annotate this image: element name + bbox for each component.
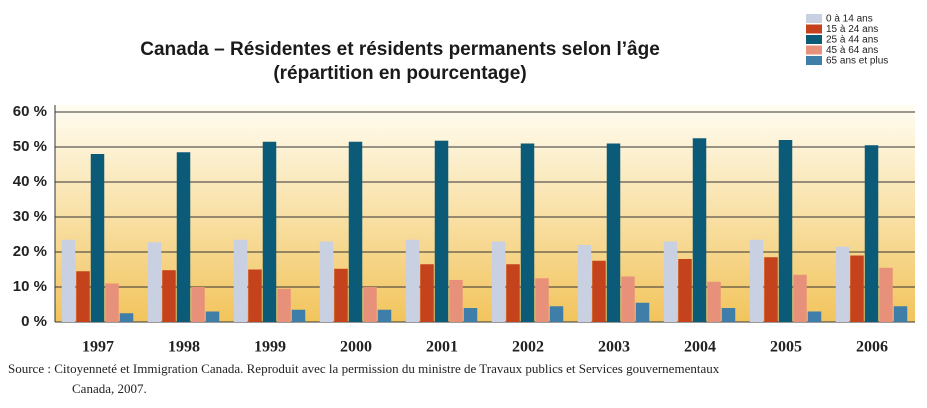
bar	[764, 257, 778, 322]
bar	[678, 259, 692, 322]
bar	[119, 313, 134, 322]
x-tick-label: 1998	[168, 339, 200, 356]
bar	[749, 239, 764, 322]
x-tick-label: 2000	[340, 339, 372, 356]
chart-subtitle: (répartition en pourcentage)	[273, 63, 526, 84]
bar	[864, 145, 879, 322]
legend-swatch	[806, 14, 822, 23]
x-tick-label: 1997	[82, 339, 114, 356]
bar	[793, 274, 807, 322]
bar	[191, 287, 205, 322]
bar	[463, 308, 478, 322]
bar	[90, 154, 105, 322]
bar	[879, 267, 893, 322]
x-tick-label: 2004	[684, 339, 716, 356]
legend-swatch	[806, 24, 822, 34]
source: Source : Citoyenneté et Immigration Cana…	[8, 361, 720, 396]
bar	[807, 311, 822, 322]
bar	[405, 239, 420, 322]
y-tick-label: 10 %	[13, 278, 47, 295]
bar	[635, 302, 650, 322]
bar	[577, 245, 592, 322]
bar	[262, 141, 277, 322]
x-tick-label: 1999	[254, 339, 286, 356]
x-tick-label: 2005	[770, 339, 802, 356]
bar	[434, 140, 449, 322]
y-tick-label: 20 %	[13, 243, 47, 260]
bar	[692, 138, 707, 322]
bar	[491, 241, 506, 322]
bar	[291, 309, 306, 322]
bar	[778, 140, 793, 322]
bar	[105, 283, 119, 322]
bar	[363, 287, 377, 322]
bar	[233, 239, 248, 322]
bar	[319, 241, 334, 322]
bar	[549, 306, 564, 322]
bar	[835, 246, 850, 322]
bar	[76, 271, 90, 322]
y-tick-label: 30 %	[13, 208, 47, 225]
x-tick-label: 2002	[512, 339, 544, 356]
bar	[506, 264, 520, 322]
legend-swatch	[806, 35, 822, 44]
legend-swatch	[806, 45, 822, 55]
y-tick-label: 60 %	[13, 103, 47, 120]
bar	[147, 242, 162, 322]
y-tick-label: 50 %	[13, 138, 47, 155]
y-tick-label: 40 %	[13, 173, 47, 190]
bar	[248, 269, 262, 322]
bar	[535, 278, 549, 322]
bar	[348, 141, 363, 322]
bar	[176, 152, 191, 322]
x-tick-label: 2003	[598, 339, 630, 356]
bar	[520, 143, 535, 322]
legend-label: 45 à 64 ans	[826, 45, 878, 56]
x-tick-label: 2006	[856, 339, 888, 356]
bar	[893, 306, 908, 322]
bar	[420, 264, 434, 322]
source-line: Source : Citoyenneté et Immigration Cana…	[8, 361, 720, 376]
bar	[707, 281, 721, 322]
bar	[61, 239, 76, 322]
legend-label: 15 à 24 ans	[826, 24, 878, 35]
x-tick-label: 2001	[426, 339, 458, 356]
bar	[721, 308, 736, 322]
legend-label: 25 à 44 ans	[826, 35, 878, 46]
y-tick-label: 0 %	[21, 313, 47, 330]
bar	[277, 288, 291, 322]
legend-label: 0 à 14 ans	[826, 14, 873, 25]
bar	[592, 260, 606, 322]
source-line: Canada, 2007.	[72, 381, 147, 396]
bar	[621, 276, 635, 322]
bar	[205, 311, 220, 322]
legend-swatch	[806, 56, 822, 65]
bar	[377, 309, 392, 322]
chart-title: Canada – Résidentes et résidents permane…	[140, 39, 660, 60]
bar	[334, 268, 348, 322]
legend-label: 65 ans et plus	[826, 56, 888, 67]
bar	[663, 241, 678, 322]
bar	[162, 270, 176, 322]
bar	[449, 280, 463, 322]
bar	[850, 255, 864, 322]
bar	[606, 143, 621, 322]
